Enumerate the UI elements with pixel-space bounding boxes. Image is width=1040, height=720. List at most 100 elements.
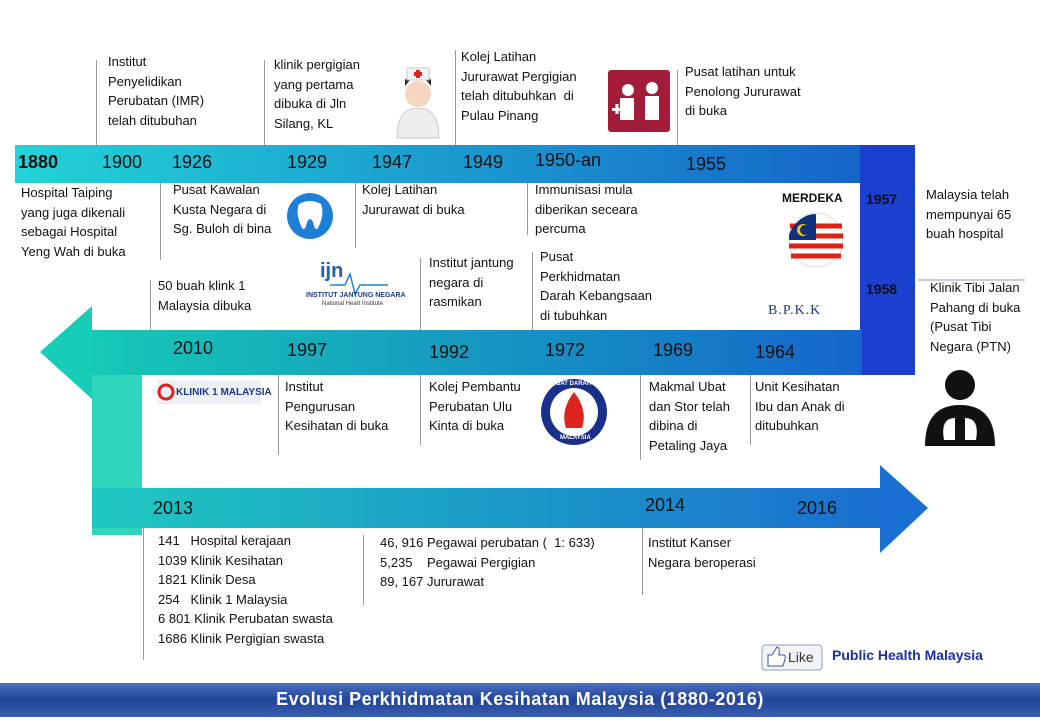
- note-line: 1821 Klinik Desa: [158, 572, 256, 587]
- separator: [160, 183, 161, 260]
- darah-logo: PUSAT DARAH NEGARA: [548, 381, 619, 387]
- note-line: 1686 Klinik Pergigian swasta: [158, 630, 325, 646]
- note-line: Pusat Kawalan: [173, 182, 260, 197]
- year-label: 1949: [463, 152, 504, 172]
- separator: [143, 528, 144, 660]
- band-2: [90, 330, 862, 375]
- separator: [532, 252, 533, 330]
- like-thumb: [767, 646, 786, 667]
- separator: [640, 375, 641, 460]
- note-line: 6 801 Klinik Perubatan swasta: [158, 611, 333, 626]
- note-line: Pusat latihan untuk: [685, 64, 796, 79]
- note-line: Makmal Ubat: [649, 379, 726, 394]
- note-line: klinik pergigian: [274, 57, 360, 72]
- bpkk-logo: B.P.K.K: [768, 303, 822, 318]
- klinik1-logo: [157, 383, 175, 401]
- note-line: dan Stor telah: [649, 398, 730, 414]
- separator: [455, 50, 456, 145]
- note-line: yang juga dikenali: [21, 204, 126, 220]
- event-note: Pusat Kawalan Kusta Negara di Sg. Buloh di…: [173, 180, 271, 239]
- note-line: Pengurusan: [285, 398, 356, 414]
- note-line: di tubuhkan: [540, 307, 608, 323]
- note-line: Kolej Pembantu: [429, 379, 521, 394]
- event-note: Pusat Perkhidmatan Darah Kebangsaan di tubu…: [540, 247, 652, 325]
- year-label: 1880: [18, 152, 59, 172]
- note-line: telah ditubuhan: [108, 112, 197, 128]
- note-line: 89, 167 Jururawat: [380, 574, 485, 589]
- page-name: Public Health Malaysia: [832, 647, 983, 663]
- note-line: Immunisasi mula: [535, 182, 633, 197]
- separator: [527, 183, 528, 235]
- year-label: 1992: [429, 342, 470, 362]
- separator: [642, 528, 643, 595]
- note-line: Petaling Jaya: [649, 437, 728, 453]
- note-line: Perubatan Ulu: [429, 398, 513, 414]
- note-line: Kolej Latihan: [362, 182, 438, 197]
- separator: [264, 60, 265, 145]
- separator: [420, 258, 421, 330]
- event-note: Institut Penyelidikan Perubatan (IMR) telah…: [108, 52, 204, 130]
- note-line: Perubatan (IMR): [108, 93, 205, 108]
- year-label: 1957: [866, 191, 898, 207]
- year-label: 2010: [173, 338, 214, 358]
- note-line: 50 buah klink 1: [158, 278, 246, 293]
- note-line: Negara (PTN): [930, 338, 1011, 354]
- separator: [677, 70, 678, 145]
- event-note: Kolej Latihan Jururawat Pergigian telah di…: [461, 47, 577, 125]
- separator: [420, 375, 421, 445]
- footer-title: Evolusi Perkhidmatan Kesihatan Malaysia …: [276, 689, 764, 709]
- note-line: buah hospital: [926, 226, 1004, 241]
- note-line: diberikan seceara: [535, 201, 638, 217]
- note-line: sebagai Hospital: [21, 224, 118, 239]
- dental-icon: [608, 70, 670, 132]
- note-line: Jururawat di buka: [362, 201, 465, 217]
- note-line: 46, 916 Pegawai perubatan ( 1: 633): [380, 535, 595, 550]
- year-label: 1929: [287, 152, 328, 172]
- note-line: di buka: [685, 103, 727, 118]
- event-note: 141 Hospital kerajaan 1039 Klinik Kesihat…: [158, 531, 333, 648]
- note-line: Institut Kanser: [648, 535, 732, 550]
- event-note: Malaysia telah mempunyai 65 buah hospital: [926, 185, 1011, 244]
- separator: [355, 183, 356, 248]
- note-line: Pulau Pinang: [461, 107, 539, 123]
- band-connector: [860, 145, 915, 375]
- event-note: Kolej Latihan Jururawat di buka: [362, 180, 465, 219]
- note-line: Institut jantung: [429, 255, 514, 270]
- note-line: percuma: [535, 221, 586, 236]
- event-note: klinik pergigian yang pertama dibuka di Jl…: [274, 55, 360, 133]
- note-line: Pahang di buka: [930, 299, 1021, 315]
- year-label: 1926: [172, 152, 213, 172]
- note-line: Jururawat Pergigian: [461, 68, 577, 84]
- separator: [750, 375, 751, 445]
- note-line: 5,235 Pegawai Pergigian: [380, 554, 536, 570]
- note-line: Ibu dan Anak di: [755, 398, 845, 414]
- event-note: Institut Kanser Negara beroperasi: [648, 533, 756, 572]
- year-label: 1997: [287, 340, 328, 360]
- darah-logo: [541, 379, 607, 445]
- event-note: 50 buah klink 1 Malaysia dibuka: [158, 276, 251, 315]
- year-label: 1900: [102, 152, 143, 172]
- year-label: 2016: [797, 498, 838, 518]
- note-line: Darah Kebangsaan: [540, 288, 653, 303]
- event-note: Makmal Ubat dan Stor telah dibina di Petali…: [649, 377, 730, 455]
- arrow-right: [880, 465, 928, 553]
- note-line: Kolej Latihan: [461, 49, 537, 64]
- band-1: [15, 145, 862, 183]
- ijn-logo: [330, 271, 388, 297]
- note-line: dibina di: [649, 418, 698, 433]
- event-note: Klinik Tibi Jalan Pahang di buka (Pusat Ti…: [930, 278, 1020, 356]
- tooth-icon: [287, 193, 333, 239]
- malaysia-flag: [788, 212, 844, 268]
- separator: [278, 375, 279, 455]
- note-line: Kusta Negara di: [173, 201, 267, 217]
- note-line: negara di: [429, 274, 484, 290]
- note-line: yang pertama: [274, 76, 354, 92]
- event-note: Kolej Pembantu Perubatan Ulu Kinta di buka: [429, 377, 521, 436]
- note-line: Penyelidikan: [108, 73, 182, 89]
- note-line: ditubuhkan: [755, 418, 819, 433]
- darah-logo: MALAYSIA: [560, 435, 591, 441]
- note-line: Negara beroperasi: [648, 554, 756, 570]
- year-label: 1972: [545, 340, 586, 360]
